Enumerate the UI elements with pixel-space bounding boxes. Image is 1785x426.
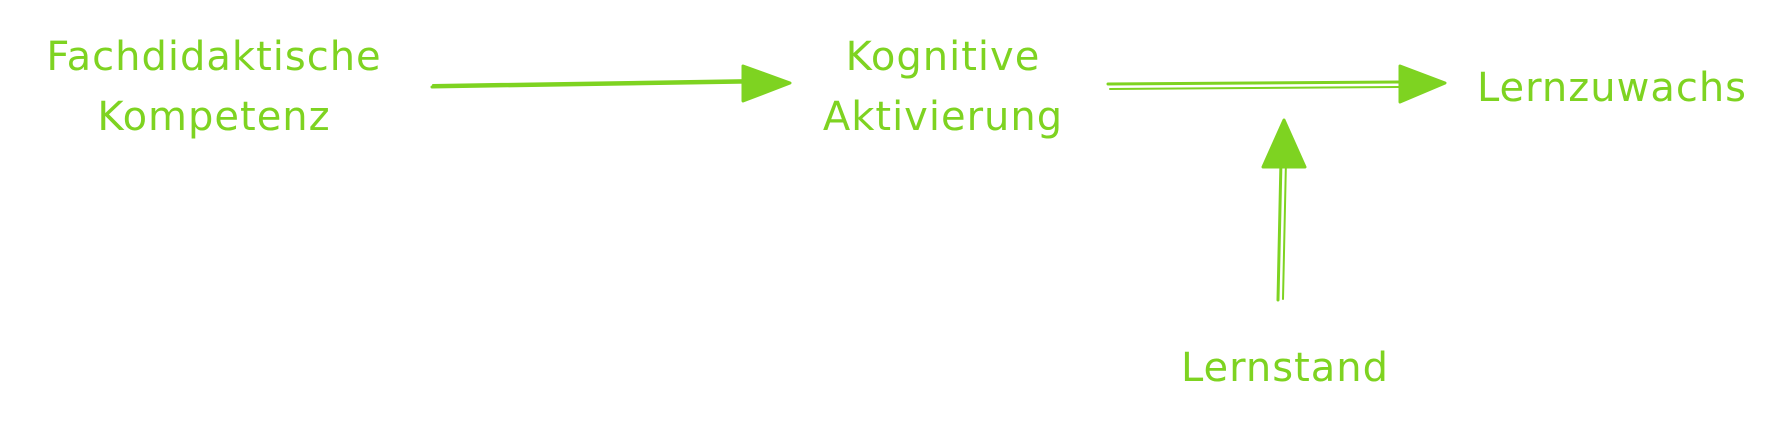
node-label-line: Lernstand bbox=[1180, 345, 1390, 391]
node-label-line: Aktivierung bbox=[822, 94, 1064, 140]
arrow-kompetenz-to-aktivierung bbox=[430, 64, 792, 103]
arrow-lernstand-to-lernzuwachs bbox=[1261, 118, 1307, 302]
node-label-line: Lernzuwachs bbox=[1476, 65, 1748, 111]
node-fachdidaktische-kompetenz: Fachdidaktische Kompetenz bbox=[28, 27, 400, 147]
node-kognitive-aktivierung: Kognitive Aktivierung bbox=[812, 27, 1074, 147]
node-label-line: Kognitive bbox=[845, 34, 1041, 80]
arrow-aktivierung-to-lernzuwachs bbox=[1106, 64, 1447, 104]
node-lernstand: Lernstand bbox=[1150, 338, 1420, 398]
node-label-line: Kompetenz bbox=[97, 94, 331, 140]
node-lernzuwachs: Lernzuwachs bbox=[1462, 58, 1762, 118]
node-label-line: Fachdidaktische bbox=[46, 34, 382, 80]
